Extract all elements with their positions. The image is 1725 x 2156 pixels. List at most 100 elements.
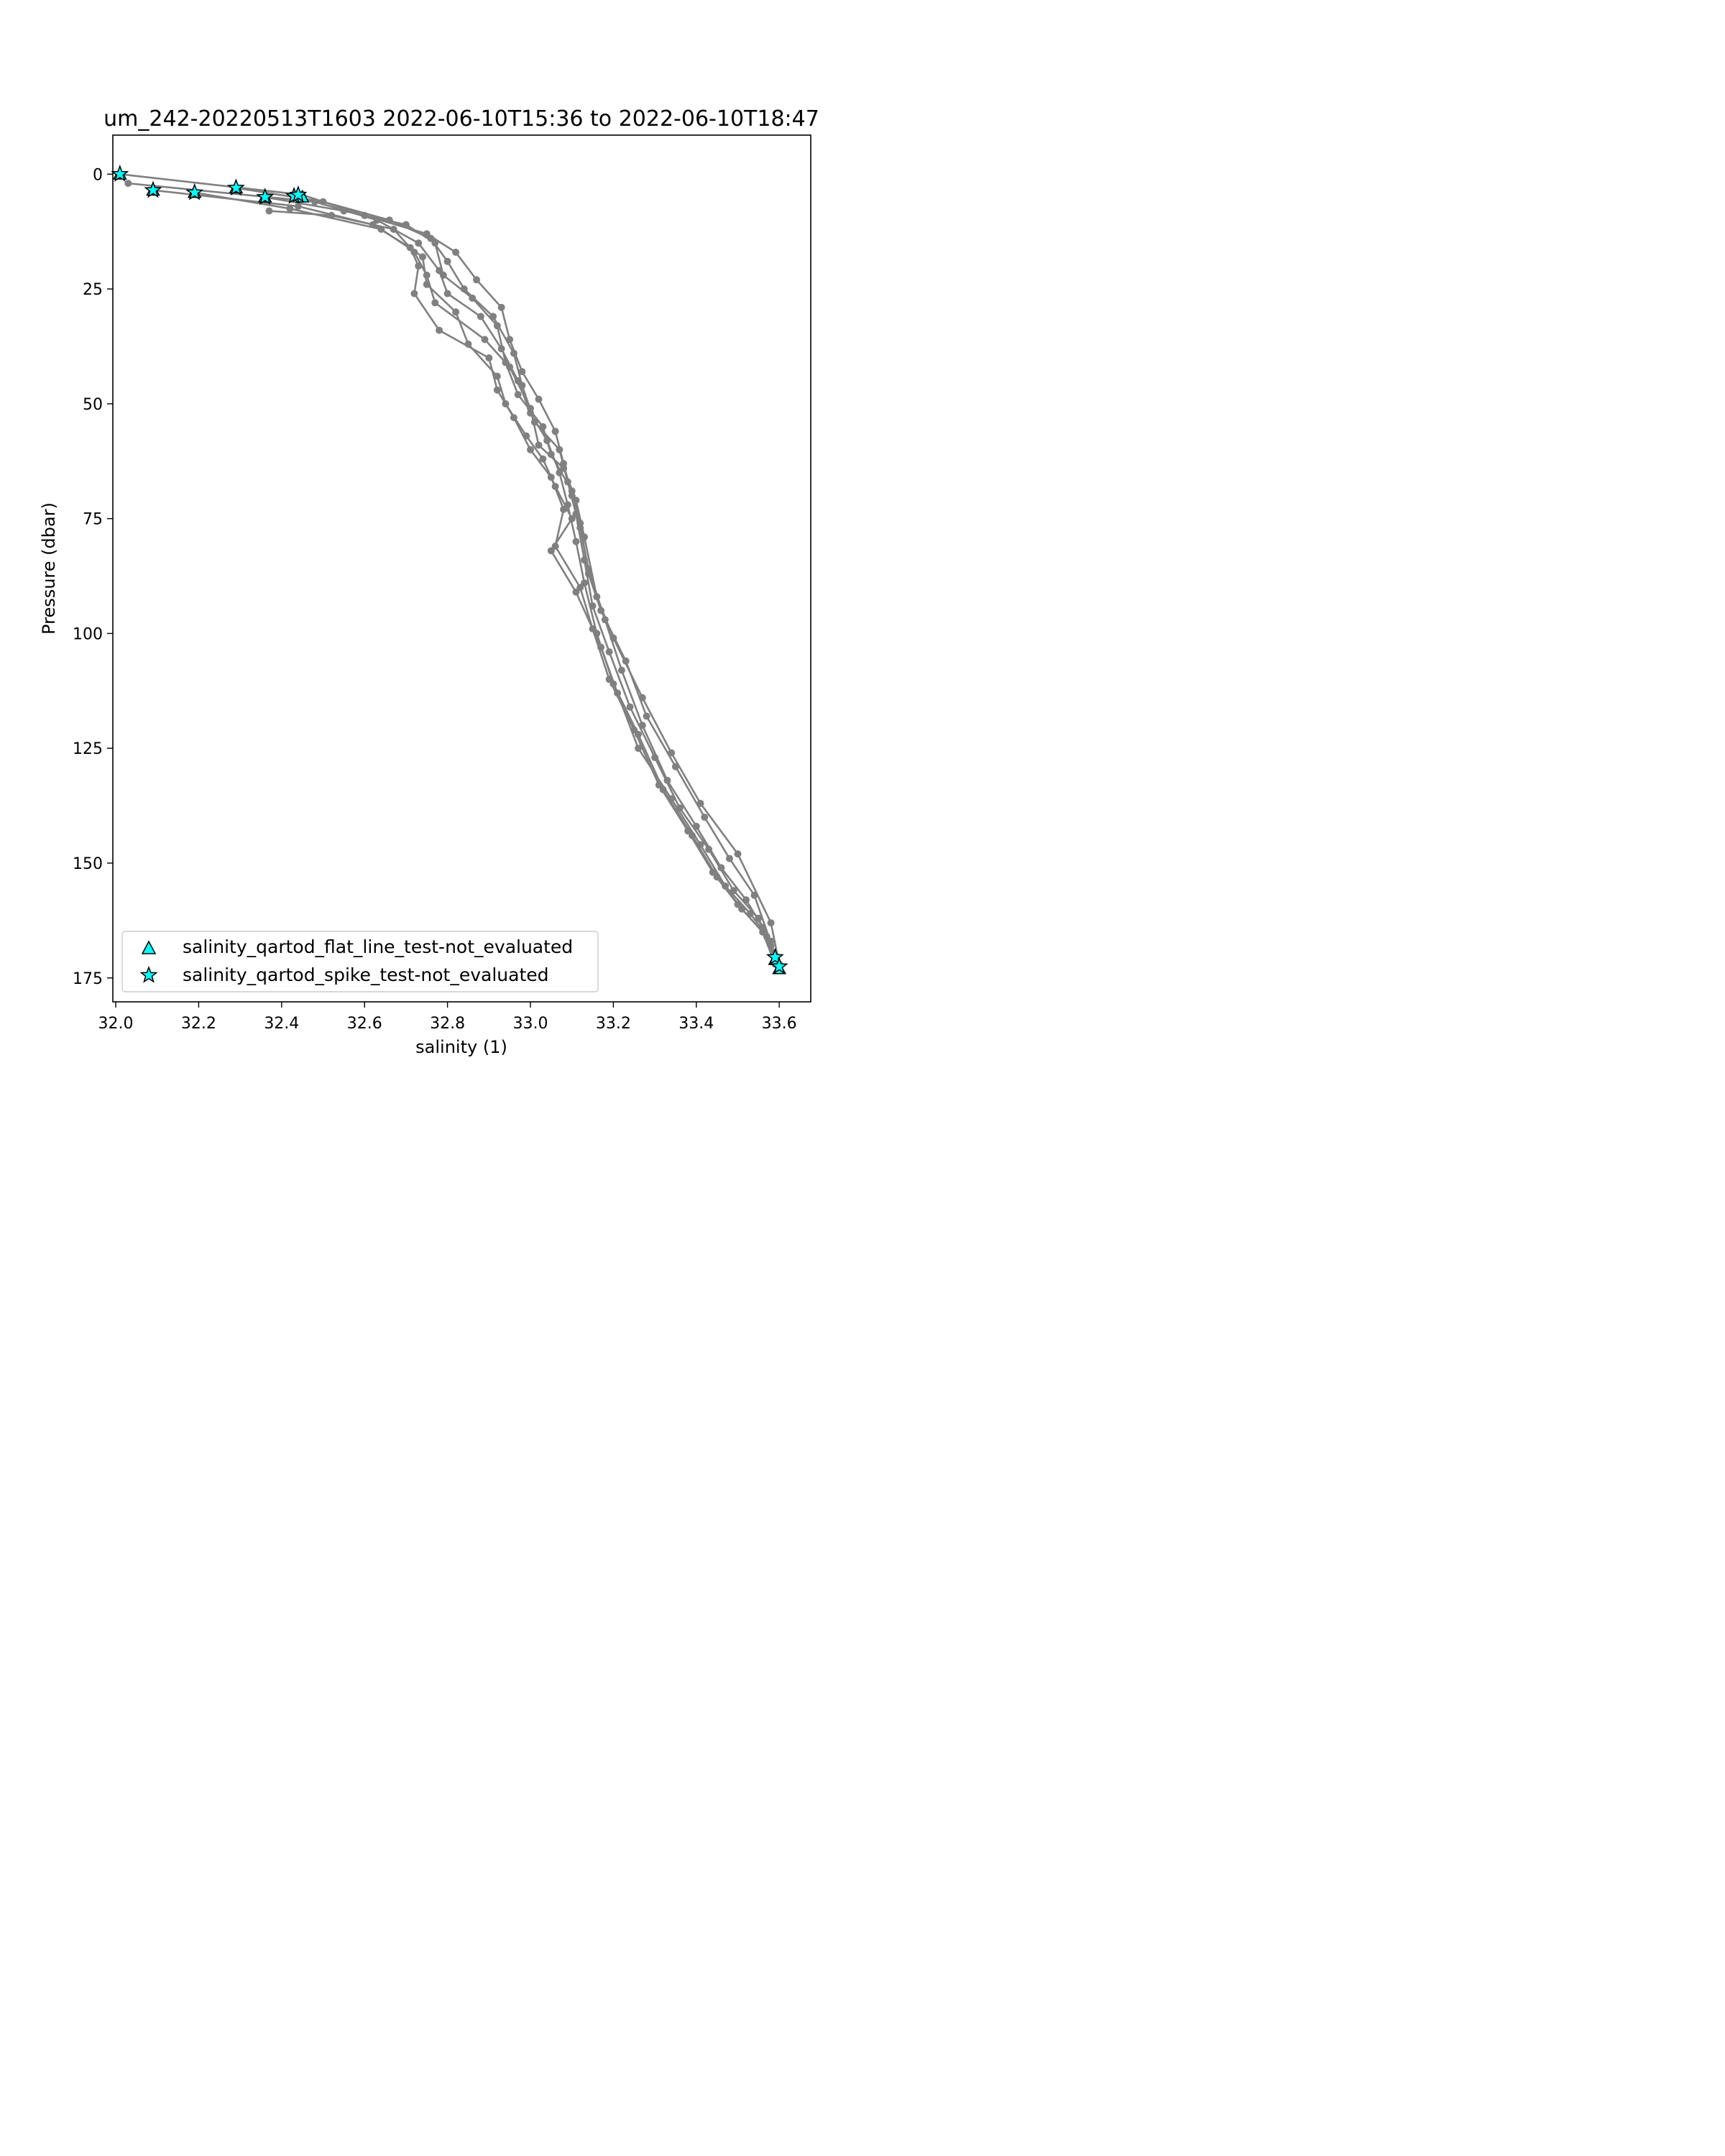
y-tick-label: 0 [93,166,103,184]
profile-point [705,845,713,853]
y-tick-label: 150 [73,855,103,873]
profile-point [576,584,584,591]
profile-point [547,547,555,555]
profile-point [497,303,505,311]
profile-point [294,203,302,211]
profile-point [635,745,642,752]
spike-flag-marker [144,180,162,198]
y-tick-label: 125 [73,740,103,758]
profile-line [236,187,781,969]
spike-flag-marker [770,957,788,975]
y-tick-label: 175 [73,970,103,988]
profile-point [431,239,439,247]
profile-point [443,257,451,265]
spike-flag-marker [765,947,784,965]
profile-point [535,395,543,403]
profile-point [527,405,534,413]
profile-point [560,464,568,472]
profile-point [535,441,543,449]
profile-point [493,322,501,330]
profile-point [493,386,501,394]
profile-point [340,207,348,215]
y-tick-label: 100 [73,625,103,643]
profile-point [390,226,397,233]
profile-point [722,882,730,890]
profile-point [676,804,684,812]
profile-point [725,854,733,862]
spike-flag-marker [256,188,275,205]
spike-flag-marker [185,183,204,201]
profile-point [651,754,659,761]
profile-point [514,391,522,399]
profile-point [572,538,580,545]
y-tick-label: 75 [83,511,103,529]
profile-point [696,841,704,849]
profile-line [264,196,776,956]
x-tick-label: 33.6 [762,1015,797,1033]
profile-point [423,271,431,279]
profile-point [701,814,709,821]
profile-point [510,349,518,357]
profile-point [734,850,742,858]
profile-point [439,271,447,279]
profile-point [469,294,477,302]
profile-point [477,313,484,321]
legend: salinity_qartod_flat_line_test-not_evalu… [121,931,599,992]
profile-point [551,482,559,490]
x-tick-label: 33.2 [596,1015,631,1033]
profile-point [767,919,775,927]
profile-point [506,363,514,371]
profile-point [668,749,676,757]
profile-point [481,336,489,344]
profile-point [286,205,294,213]
chart-title: um_242-20220513T1603 2022-06-10T15:36 to… [104,106,819,132]
legend-entry-spike: salinity_qartod_spike_test-not_evaluated [183,964,549,985]
profile-point [668,795,676,803]
profile-point [443,290,451,298]
profile-point [610,634,617,642]
profile-point [551,428,559,436]
profile-point [124,180,132,188]
x-tick-label: 33.0 [512,1015,548,1033]
profile-point [589,602,597,610]
profile-point [626,703,634,711]
profile-point [523,432,530,440]
profile-point [415,239,423,247]
profile-point [539,423,547,430]
x-axis: 32.0 32.2 32.4 32.6 32.8 33.0 33.2 33.4 33.6 [98,1002,797,1033]
profile-point [581,579,588,587]
profile-point [605,648,613,655]
profile-point [556,446,564,453]
profile-point [436,326,443,334]
profile-point [539,455,547,463]
x-axis-label: salinity (1) [415,1037,507,1057]
y-tick-label: 25 [83,281,103,299]
profile-point [617,666,625,674]
y-tick-label: 50 [83,396,103,414]
legend-triangle-marker-icon [141,940,157,954]
profile-point [485,354,493,361]
spike-flag-marker [111,165,129,182]
profile-point [755,914,763,922]
legend-star-marker-icon [139,965,158,983]
x-tick-label: 32.0 [98,1015,134,1033]
legend-frame [121,931,599,992]
profile-point [419,253,426,261]
salinity-profile-chart: um_242-20220513T1603 2022-06-10T15:36 to… [0,0,891,1114]
profile-point [328,211,336,219]
spike-flag-marker [289,185,308,203]
y-axis: 0 25 50 75 100 125 150 175 [73,166,113,988]
profile-point [581,533,588,541]
profile-point [597,643,605,651]
profile-point [410,290,418,298]
profile-point [643,712,650,720]
profile-point [527,446,534,453]
profile-point [638,694,646,701]
spike-flag-marker [226,178,245,196]
profile-point [265,207,273,215]
axes-frame [112,134,811,1003]
profile-point [614,689,622,697]
profile-point [572,588,580,596]
profile-point [502,400,510,407]
profile-point [431,299,439,307]
